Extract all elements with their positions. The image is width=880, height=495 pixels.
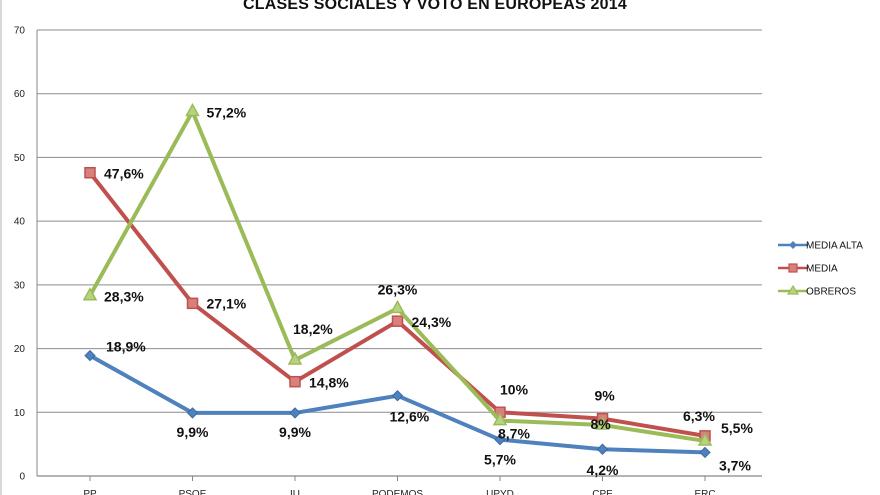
obreros-point bbox=[82, 287, 98, 301]
media-alta-data-label: 4,2% bbox=[587, 462, 619, 478]
obreros-data-label: 5,5% bbox=[721, 420, 753, 436]
media-alta-point bbox=[289, 407, 301, 419]
media-alta-point bbox=[494, 433, 506, 446]
y-tick-label: 50 bbox=[14, 153, 26, 164]
obreros-data-label: 8,7% bbox=[498, 426, 530, 442]
media-alta-data-label: 9,9% bbox=[279, 424, 311, 440]
media-point bbox=[186, 297, 199, 310]
y-tick-label: 70 bbox=[14, 26, 26, 37]
media-alta-point bbox=[186, 407, 199, 419]
obreros-data-label: 8% bbox=[591, 416, 612, 432]
obreros-point bbox=[287, 351, 303, 365]
y-tick-label: 30 bbox=[14, 280, 26, 291]
media-data-label: 10% bbox=[500, 381, 529, 397]
media-point bbox=[391, 315, 404, 327]
media-data-label: 14,8% bbox=[309, 375, 349, 391]
x-tick-label: ERC bbox=[694, 489, 715, 495]
media-alta-data-label: 12,6% bbox=[390, 409, 430, 425]
media-alta-point bbox=[84, 349, 96, 362]
obreros-point bbox=[390, 299, 405, 314]
y-tick-label: 10 bbox=[14, 408, 26, 419]
media-data-label: 47,6% bbox=[104, 166, 144, 182]
y-tick-label: 0 bbox=[19, 472, 25, 483]
media-point bbox=[289, 375, 301, 388]
legend-obreros-label: OBREROS bbox=[806, 287, 856, 298]
media-data-label: 24,3% bbox=[412, 314, 452, 330]
media-alta-data-label: 9,9% bbox=[177, 424, 209, 440]
x-tick-label: UPYD bbox=[486, 489, 514, 495]
obreros-point bbox=[185, 102, 200, 117]
obreros-point bbox=[595, 416, 610, 430]
y-tick-label: 20 bbox=[14, 344, 26, 355]
obreros-point bbox=[697, 432, 713, 446]
x-tick-label: IU bbox=[290, 489, 300, 495]
obreros-point bbox=[492, 412, 508, 426]
media-alta-data-label: 5,7% bbox=[484, 452, 516, 468]
obreros-data-label: 57,2% bbox=[207, 105, 247, 121]
legend-obreros-swatch-marker bbox=[786, 284, 800, 295]
media-alta-point bbox=[596, 443, 609, 455]
legend-media-label: MEDIA bbox=[806, 264, 838, 275]
media-point bbox=[84, 166, 96, 179]
y-tick-label: 60 bbox=[14, 89, 26, 100]
x-tick-label: PODEMOS bbox=[372, 489, 423, 495]
x-tick-label: PSOE bbox=[179, 489, 207, 495]
x-tick-label: PP bbox=[83, 489, 97, 495]
legend-media-alta-label: MEDIA ALTA bbox=[806, 241, 863, 252]
obreros-data-label: 18,2% bbox=[293, 321, 333, 337]
legend-media-swatch-marker bbox=[788, 263, 798, 273]
obreros-data-label: 26,3% bbox=[378, 281, 418, 297]
x-tick-label: CPE bbox=[592, 489, 613, 495]
legend-media-alta-swatch-marker bbox=[789, 241, 797, 249]
y-tick-label: 40 bbox=[14, 217, 26, 228]
obreros-data-label: 28,3% bbox=[104, 289, 144, 305]
media-data-label: 27,1% bbox=[207, 295, 247, 311]
media-data-label: 9% bbox=[595, 388, 616, 404]
media-alta-data-label: 18,9% bbox=[106, 339, 146, 355]
media-alta-point bbox=[699, 446, 711, 459]
media-alta-data-label: 3,7% bbox=[719, 457, 751, 473]
media-data-label: 6,3% bbox=[683, 408, 715, 424]
media-alta-point bbox=[391, 390, 404, 402]
chart-title: CLASES SOCIALES Y VOTO EN EUROPEAS 2014 bbox=[243, 0, 627, 13]
